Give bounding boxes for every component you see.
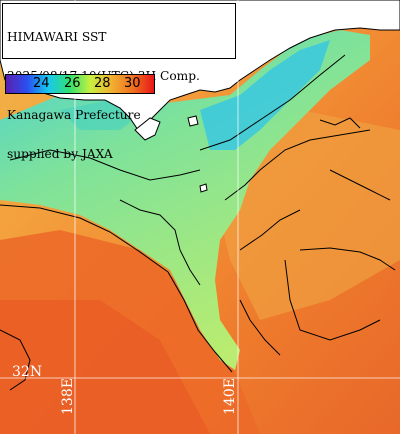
title-line-satellite: HIMAWARI SST	[7, 30, 107, 44]
warm-sea-region-2	[0, 300, 210, 434]
title-line-source: supplied by JAXA	[7, 147, 113, 161]
grid-label-lon-left: 138E	[60, 378, 76, 415]
legend-color-bar	[6, 75, 154, 93]
sst-contours	[0, 54, 396, 391]
land-small-island	[199, 183, 208, 193]
coolest-sea-region	[200, 40, 330, 150]
legend-tick-28: 28	[94, 76, 111, 91]
title-box: HIMAWARI SST 2025/08/17 10(UTC) 3H Comp.…	[2, 3, 236, 161]
sst-color-legend: 24 26 28 30	[5, 74, 155, 94]
land-izu-tip	[134, 117, 161, 141]
land-bay-island	[187, 115, 199, 127]
legend-tick-26: 26	[64, 76, 81, 91]
grid-label-lon-right: 140E	[222, 378, 238, 415]
legend-tick-24: 24	[33, 76, 50, 91]
grid-label-lat: 32N	[12, 364, 43, 380]
title-line-region: Kanagawa Prefecture	[7, 108, 141, 122]
legend-tick-30: 30	[124, 76, 141, 91]
